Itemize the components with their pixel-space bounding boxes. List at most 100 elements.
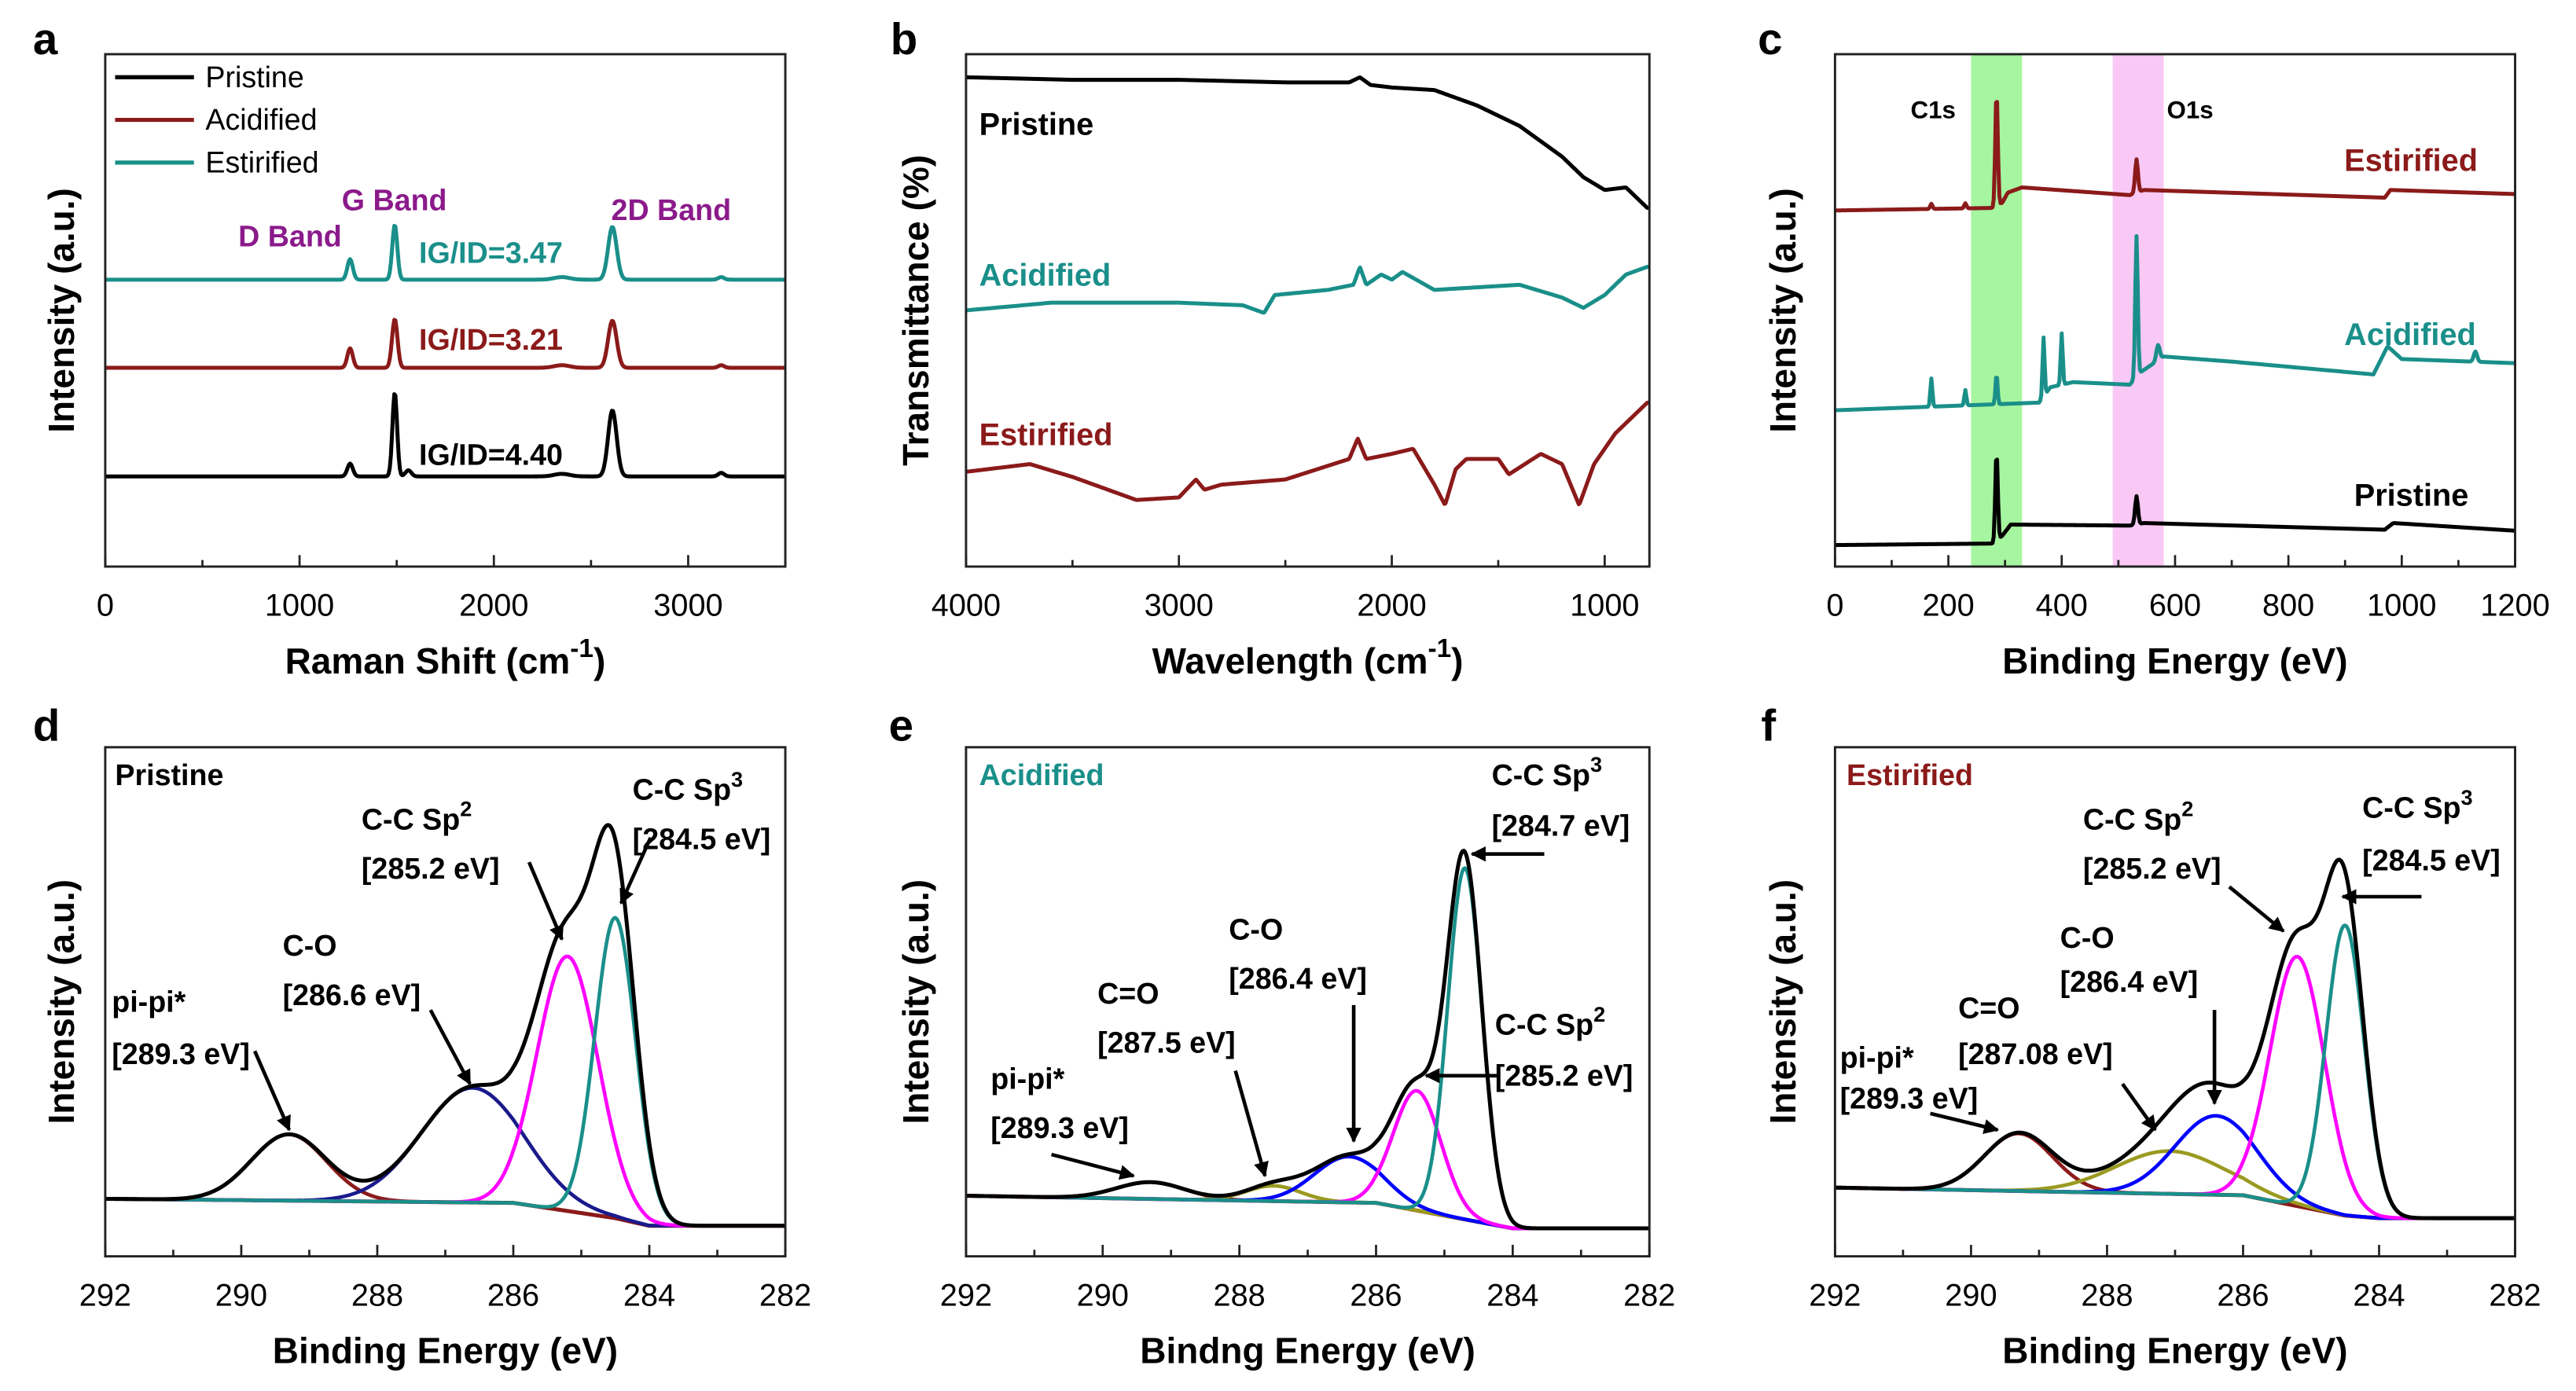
annotation-sp2: C-C Sp2 [2083,797,2193,836]
envelope-line [105,823,786,1228]
x-axis-label: Wavelength (cm-1) [1152,634,1464,681]
annotation-acidified: Acidified [979,259,1112,293]
annotation-co-double-value: [287.5 eV] [1097,1026,1236,1059]
x-tick-label: 800 [2262,589,2314,623]
plot-area [965,75,1650,507]
annotation-sample: Estirified [1847,758,1973,791]
component-peak-c-c-sp3 [105,916,786,1228]
x-tick-label: 1200 [2480,589,2549,623]
annotation-pristine: Pristine [2354,479,2469,513]
y-axis-label: Intensity (a.u.) [1762,188,1803,433]
series-line-pristine [965,75,1650,211]
y-axis-label: Transmittance (%) [895,155,936,466]
x-tick-label: 0 [97,589,114,623]
panel-b-ftir: 4000 3000 2000 1000 Wavelength (cm-1) Transmi… [895,53,1651,681]
annotation-estirified: Estirified [2344,143,2478,178]
annotation-g-band: G Band [342,183,447,216]
x-tick-label: 292 [940,1278,992,1312]
annotation-pipi-value: [289.3 eV] [1840,1082,1979,1115]
annotation-c1s: C1s [1911,96,1956,123]
x-axis-label: Binding Energy (eV) [273,1330,618,1371]
plot-area [105,823,786,1228]
annotation-ratio-acidified: IG/ID=3.21 [419,323,563,356]
annotation-ratio-estirified: IG/ID=3.47 [419,236,563,269]
x-tick-label: 290 [1945,1278,1997,1312]
annotation-pipi-value: [289.3 eV] [112,1037,250,1070]
annotation-co-double: C=O [1097,977,1159,1010]
x-tick-label: 3000 [1145,589,1214,623]
y-axis-label: Intensity (a.u.) [1762,879,1803,1125]
annotation-sample: Acidified [979,758,1104,791]
envelope-line [1835,857,2515,1220]
annotation-sp3: C-C Sp3 [1492,752,1602,791]
panel-letter-f: f [1761,700,1776,750]
series-line-pristine [105,392,786,479]
x-tick-label: 286 [487,1278,539,1312]
plot-area [105,223,786,479]
x-tick-label: 284 [2353,1278,2405,1312]
panel-letter-d: d [33,700,60,750]
annotation-estirified: Estirified [979,417,1113,452]
x-tick-label: 1000 [2367,589,2436,623]
series-line-acidified [1835,233,2515,413]
panel-f-xps-c1s-estirified: 292 290 288 286 284 282 Binding Energy (eV) Int… [1762,746,2541,1371]
x-tick-label: 4000 [932,589,1001,623]
component-peak-c-o [1835,1114,2515,1220]
annotation-co: C-O [1229,912,1283,945]
component-peak-c-c-sp2 [105,954,786,1228]
legend-label: Acidified [205,103,317,136]
legend-label: Pristine [205,61,303,94]
annotation-d-band: D Band [238,219,342,252]
x-axis-label: Binding Energy (eV) [2002,1330,2347,1371]
panel-c-xps-survey: 0 200 400 600 800 1000 1200 Binding Energy (eV)… [1762,53,2550,681]
panel-letter-a: a [33,14,58,64]
plot-frame [965,53,1651,568]
x-tick-label: 288 [1214,1278,1266,1312]
series-line-estirified [1835,100,2515,213]
panel-a-raman: 0 1000 2000 3000 Raman Shift (cm-1) Intensity… [41,53,787,681]
component-peak-c-o [965,1184,1650,1231]
plot-area [1835,100,2515,548]
x-tick-label: 290 [1077,1278,1129,1312]
annotation-pristine: Pristine [979,107,1094,141]
x-axis-label: Binding Energy (eV) [2002,640,2347,681]
component-peak-c-o [105,1086,786,1228]
arrow-icon [1233,1070,1269,1178]
x-tick-label: 3000 [653,589,722,623]
x-tick-label: 1000 [1570,589,1639,623]
x-tick-label: 282 [2489,1278,2541,1312]
annotation-co-value: [286.4 eV] [1229,962,1367,995]
annotation-co: C-O [283,929,337,962]
x-tick-label: 286 [1350,1278,1402,1312]
series-line-estirified [105,223,786,282]
panel-d-xps-c1s-pristine: 292 290 288 286 284 282 Binding Energy (eV) Int… [41,746,811,1371]
panel-letter-e: e [889,700,913,750]
series-line-pristine [1835,457,2515,548]
arrow-icon [1051,1152,1135,1180]
x-axis-label: Bindng Energy (eV) [1140,1330,1475,1371]
x-tick-label: 288 [2081,1278,2133,1312]
annotation-o1s: O1s [2167,96,2214,123]
arrow-icon [619,836,652,905]
x-tick-label: 200 [1922,589,1974,623]
x-tick-label: 286 [2217,1278,2269,1312]
arrow-icon [428,1009,472,1085]
panel-letter-b: b [891,14,917,64]
component-peak-pi-pi- [965,1180,1650,1231]
annotation-co-double: C=O [1958,992,2019,1025]
annotation-pipi: pi-pi* [990,1062,1064,1095]
x-tick-label: 2000 [1357,589,1426,623]
annotation-sp2-value: [285.2 eV] [362,852,500,885]
plot-frame [104,53,787,568]
panel-e-xps-c1s-acidified: 292 290 288 286 284 282 Bindng Energy (eV) Inte… [895,746,1675,1371]
x-tick-label: 600 [2149,589,2201,623]
x-tick-label: 292 [1809,1278,1861,1312]
panel-letter-c: c [1758,14,1782,64]
annotation-sp3-value: [284.5 eV] [633,822,771,855]
x-tick-label: 282 [1623,1278,1675,1312]
x-tick-label: 0 [1826,589,1843,623]
annotation-co-double-value: [287.08 eV] [1958,1037,2113,1070]
annotation-sp3-value: [284.5 eV] [2362,844,2501,877]
x-tick-label: 2000 [459,589,528,623]
annotation-sp2-value: [285.2 eV] [1495,1059,1633,1092]
